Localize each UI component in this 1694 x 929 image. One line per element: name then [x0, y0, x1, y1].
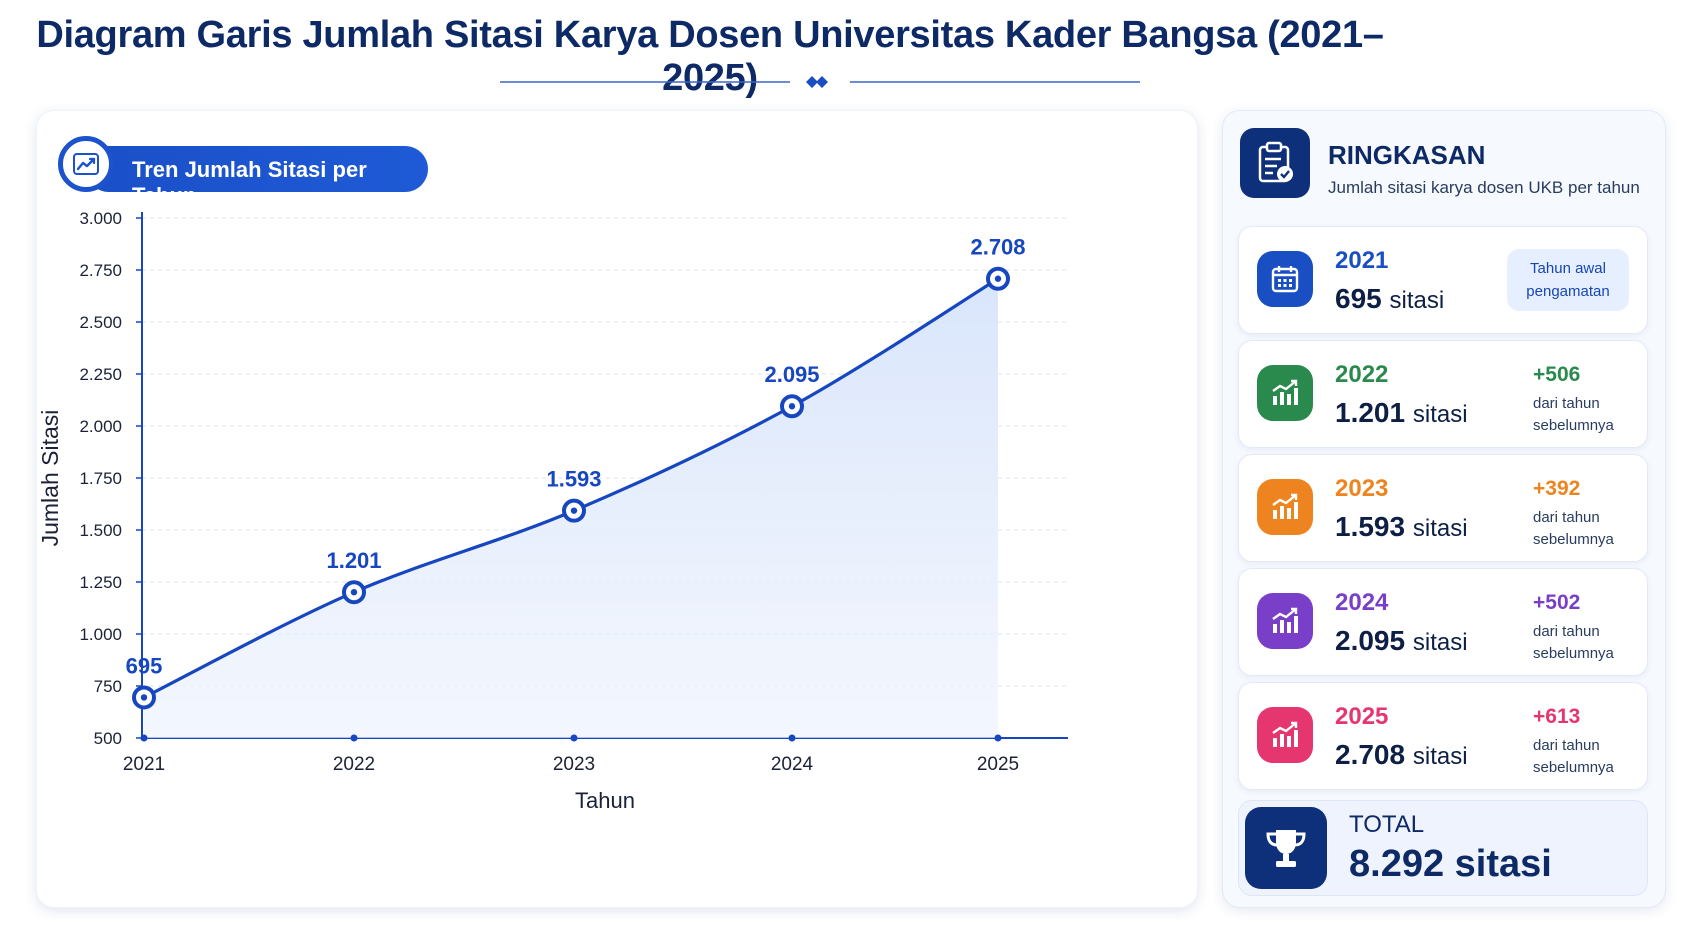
summary-value-unit: sitasi	[1412, 515, 1468, 542]
summary-year: 2025	[1335, 703, 1389, 730]
summary-delta-note: dari tahun sebelumnya	[1533, 509, 1614, 548]
summary-delta: +613	[1533, 705, 1581, 728]
summary-year: 2023	[1335, 475, 1389, 502]
summary-card-2022: 2022 1.201 sitasi +506 dari tahun sebelu…	[1238, 340, 1648, 448]
x-tick-label: 2023	[553, 754, 595, 775]
title-divider	[500, 76, 1140, 88]
y-tick-label: 2.000	[79, 417, 122, 436]
x-tick	[788, 734, 796, 742]
data-label: 695	[126, 653, 163, 678]
summary-title: RINGKASAN	[1328, 140, 1486, 170]
y-tick-label: 2.750	[79, 261, 122, 280]
summary-value-unit: sitasi	[1412, 401, 1468, 428]
chart-header-pill-background	[86, 146, 428, 192]
line-chart: 500 750 1.000 1.250 1.500 1.750 2.000 2.250 2.50…	[37, 209, 1068, 813]
summary-value: 1.593 sitasi	[1335, 511, 1468, 543]
data-label: 1.201	[326, 548, 381, 573]
trend-up-icon	[58, 136, 114, 192]
summary-delta-note: dari tahun sebelumnya	[1533, 623, 1614, 662]
data-label: 2.095	[764, 362, 819, 387]
summary-delta: +502	[1533, 591, 1581, 614]
summary-year: 2022	[1335, 361, 1389, 388]
summary-value-number: 1.593	[1335, 511, 1406, 542]
data-point-center	[350, 588, 358, 596]
y-tick-label: 500	[94, 729, 122, 748]
x-tick	[140, 734, 148, 742]
page-title: Diagram Garis Jumlah Sitasi Karya Dosen …	[36, 14, 1384, 99]
summary-value: 2.708 sitasi	[1335, 739, 1468, 771]
summary-year: 2024	[1335, 589, 1389, 616]
data-point-center	[140, 694, 148, 701]
y-tick-label: 1.500	[79, 521, 122, 540]
x-axis-title: Tahun	[575, 788, 635, 813]
summary-value-number: 695	[1335, 283, 1382, 314]
total-value: 8.292 sitasi	[1349, 843, 1552, 885]
y-tick-label: 3.000	[79, 209, 122, 228]
summary-value-number: 2.095	[1335, 625, 1406, 656]
area-fill	[144, 278, 998, 738]
x-tick	[350, 734, 358, 742]
x-tick	[994, 734, 1002, 742]
chart-header-label: Tren Jumlah Sitasi per Tahun	[132, 157, 367, 208]
summary-value: 2.095 sitasi	[1335, 625, 1468, 657]
growth-chart-icon	[1257, 707, 1313, 763]
calendar-icon	[1257, 251, 1313, 307]
summary-total-card: TOTAL 8.292 sitasi	[1238, 800, 1648, 896]
summary-value-unit: sitasi	[1389, 287, 1445, 314]
summary-delta: +392	[1533, 477, 1581, 500]
data-label: 2.708	[970, 235, 1025, 260]
x-tick-label: 2022	[333, 754, 375, 775]
y-axis-title: Jumlah Sitasi	[37, 410, 63, 547]
summary-subtitle: Jumlah sitasi karya dosen UKB per tahun	[1328, 178, 1640, 197]
y-tick-label: 2.500	[79, 313, 122, 332]
data-label: 1.593	[546, 467, 601, 492]
data-point-center	[570, 507, 578, 514]
summary-card-2021: 2021 695 sitasi Tahun awal pengamatan	[1238, 226, 1648, 334]
y-tick-label: 1.250	[79, 573, 122, 592]
y-tick-label: 750	[94, 677, 122, 696]
summary-value-number: 1.201	[1335, 397, 1406, 428]
chart-header-pill: Tren Jumlah Sitasi per Tahun	[58, 136, 428, 208]
summary-value-unit: sitasi	[1412, 629, 1468, 656]
y-tick-label: 1.750	[79, 469, 122, 488]
x-tick-label: 2025	[977, 754, 1019, 775]
summary-value-unit: sitasi	[1412, 743, 1468, 770]
x-tick-label: 2021	[123, 754, 165, 775]
y-tick-label: 2.250	[79, 365, 122, 384]
summary-card-2024: 2024 2.095 sitasi +502 dari tahun sebelu…	[1238, 568, 1648, 676]
summary-delta-note: dari tahun sebelumnya	[1533, 395, 1614, 434]
total-label: TOTAL	[1349, 811, 1425, 838]
trophy-icon	[1245, 807, 1327, 889]
data-point-center	[788, 403, 796, 410]
summary-card-2025: 2025 2.708 sitasi +613 dari tahun sebelu…	[1238, 682, 1648, 790]
summary-delta-note: dari tahun sebelumnya	[1533, 737, 1614, 776]
growth-chart-icon	[1257, 365, 1313, 421]
x-tick-label: 2024	[771, 754, 814, 775]
y-tick-label: 1.000	[79, 625, 122, 644]
summary-badge: Tahun awal pengamatan	[1507, 249, 1629, 311]
summary-delta: +506	[1533, 363, 1581, 386]
summary-value: 695 sitasi	[1335, 283, 1444, 315]
summary-year: 2021	[1335, 247, 1389, 274]
clipboard-check-icon	[1240, 128, 1310, 198]
summary-value-number: 2.708	[1335, 739, 1406, 770]
summary-card-2023: 2023 1.593 sitasi +392 dari tahun sebelu…	[1238, 454, 1648, 562]
growth-chart-icon	[1257, 593, 1313, 649]
x-tick	[570, 734, 578, 742]
growth-chart-icon	[1257, 479, 1313, 535]
summary-value: 1.201 sitasi	[1335, 397, 1468, 429]
data-point-center	[994, 275, 1002, 282]
